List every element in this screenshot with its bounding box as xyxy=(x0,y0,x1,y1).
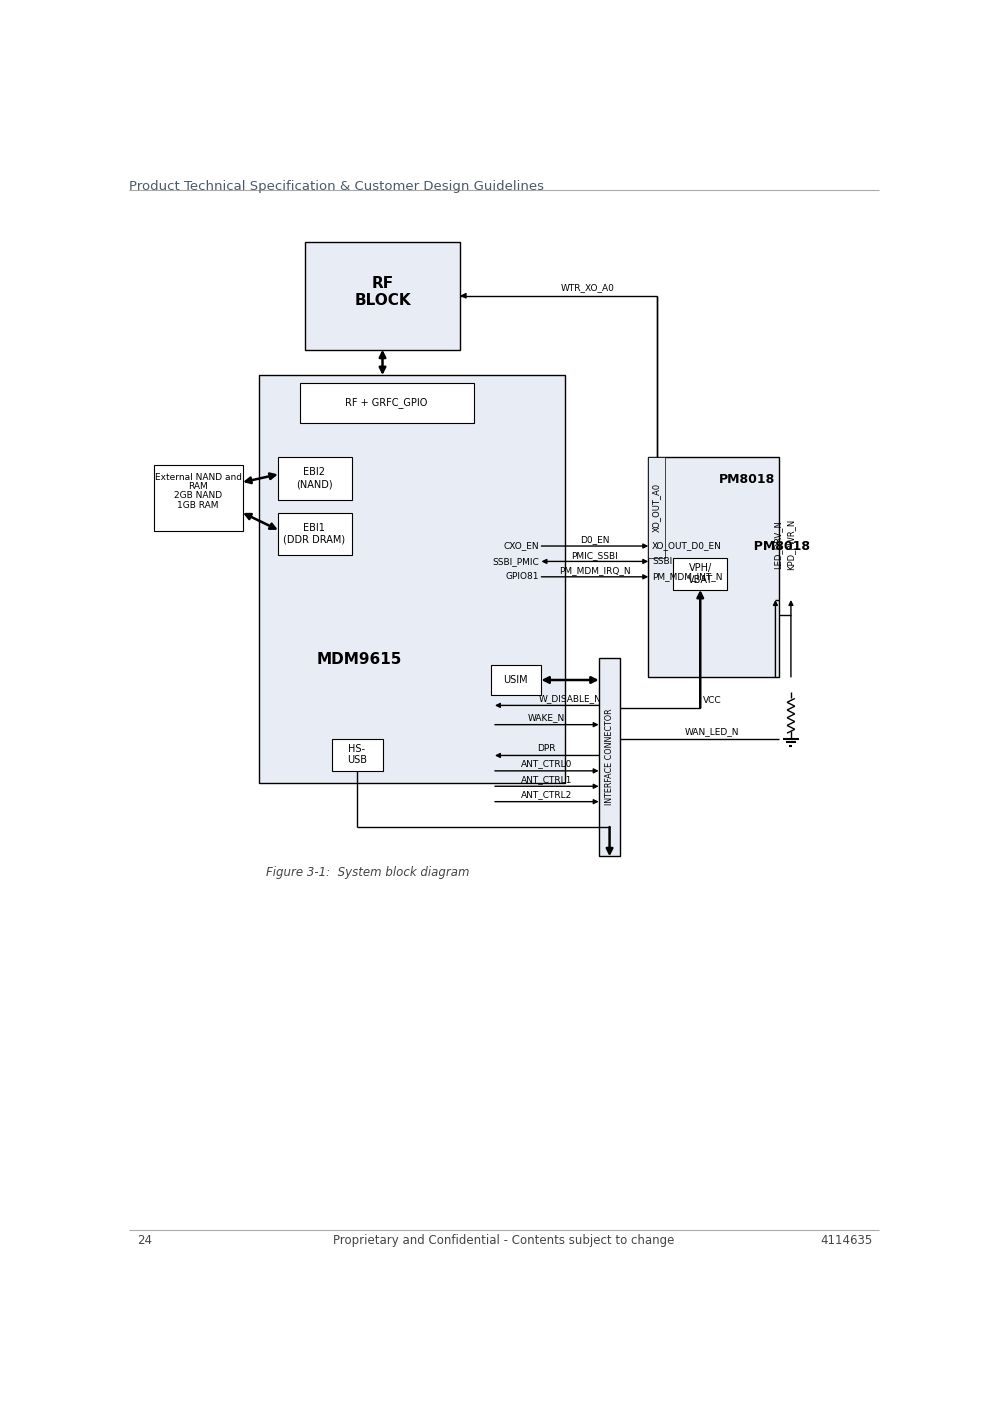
Text: USIM: USIM xyxy=(503,675,528,685)
Text: LED_DRV_N: LED_DRV_N xyxy=(774,520,782,569)
Text: WAN_LED_N: WAN_LED_N xyxy=(684,727,739,737)
Bar xyxy=(649,457,665,558)
Text: VCC: VCC xyxy=(703,696,722,704)
Text: RF
BLOCK: RF BLOCK xyxy=(354,276,411,308)
Bar xyxy=(300,382,474,423)
Text: 1GB RAM: 1GB RAM xyxy=(177,501,219,509)
Text: D0_EN: D0_EN xyxy=(580,536,609,544)
Text: RF + GRFC_GPIO: RF + GRFC_GPIO xyxy=(345,398,428,408)
Bar xyxy=(154,465,243,530)
Bar xyxy=(491,665,542,695)
Text: 4114635: 4114635 xyxy=(821,1234,873,1247)
Text: XO_OUT_A0: XO_OUT_A0 xyxy=(653,482,662,531)
Text: Product Technical Specification & Customer Design Guidelines: Product Technical Specification & Custom… xyxy=(129,180,544,193)
Text: PM_MDM_INT_N: PM_MDM_INT_N xyxy=(652,572,723,581)
Text: ANT_CTRL1: ANT_CTRL1 xyxy=(521,775,572,783)
Text: PMIC_SSBI: PMIC_SSBI xyxy=(571,551,618,560)
Text: W_DISABLE_N: W_DISABLE_N xyxy=(539,695,602,703)
Text: KPD_PWR_N: KPD_PWR_N xyxy=(786,519,795,569)
Text: WTR_XO_A0: WTR_XO_A0 xyxy=(561,284,614,292)
Text: PM8018: PM8018 xyxy=(719,472,775,485)
Bar xyxy=(278,457,352,499)
Text: MDM9615: MDM9615 xyxy=(317,652,402,668)
Text: SSBI: SSBI xyxy=(652,557,672,567)
Text: ANT_CTRL0: ANT_CTRL0 xyxy=(521,759,572,769)
Text: CXO_EN: CXO_EN xyxy=(503,541,539,551)
Text: 2GB NAND: 2GB NAND xyxy=(174,491,222,501)
Text: PM8018: PM8018 xyxy=(745,540,810,553)
Text: External NAND and: External NAND and xyxy=(154,472,242,482)
Text: GPIO81: GPIO81 xyxy=(505,572,539,581)
Text: VPH/
VBAT: VPH/ VBAT xyxy=(688,562,713,585)
Text: SSBI_PMIC: SSBI_PMIC xyxy=(492,557,539,567)
Text: Proprietary and Confidential - Contents subject to change: Proprietary and Confidential - Contents … xyxy=(332,1234,674,1247)
Text: Figure 3-1:  System block diagram: Figure 3-1: System block diagram xyxy=(266,866,470,879)
Text: RAM: RAM xyxy=(188,482,208,491)
Text: EBI1
(DDR DRAM): EBI1 (DDR DRAM) xyxy=(283,523,345,544)
Text: HS-
USB: HS- USB xyxy=(347,744,367,765)
Text: DPR: DPR xyxy=(538,744,556,754)
Bar xyxy=(259,375,564,783)
Bar xyxy=(278,513,352,555)
Text: INTERFACE CONNECTOR: INTERFACE CONNECTOR xyxy=(606,709,614,806)
Text: PM_MDM_IRQ_N: PM_MDM_IRQ_N xyxy=(559,567,631,575)
Text: ANT_CTRL2: ANT_CTRL2 xyxy=(521,790,572,799)
Bar xyxy=(649,457,779,676)
Bar xyxy=(599,658,620,856)
Bar xyxy=(673,558,727,591)
Text: 24: 24 xyxy=(137,1234,151,1247)
Text: XO_OUT_D0_EN: XO_OUT_D0_EN xyxy=(652,541,723,551)
Text: WAKE_N: WAKE_N xyxy=(528,713,565,723)
Bar xyxy=(332,738,382,770)
Bar xyxy=(305,242,460,350)
Text: EBI2
(NAND): EBI2 (NAND) xyxy=(296,467,332,489)
